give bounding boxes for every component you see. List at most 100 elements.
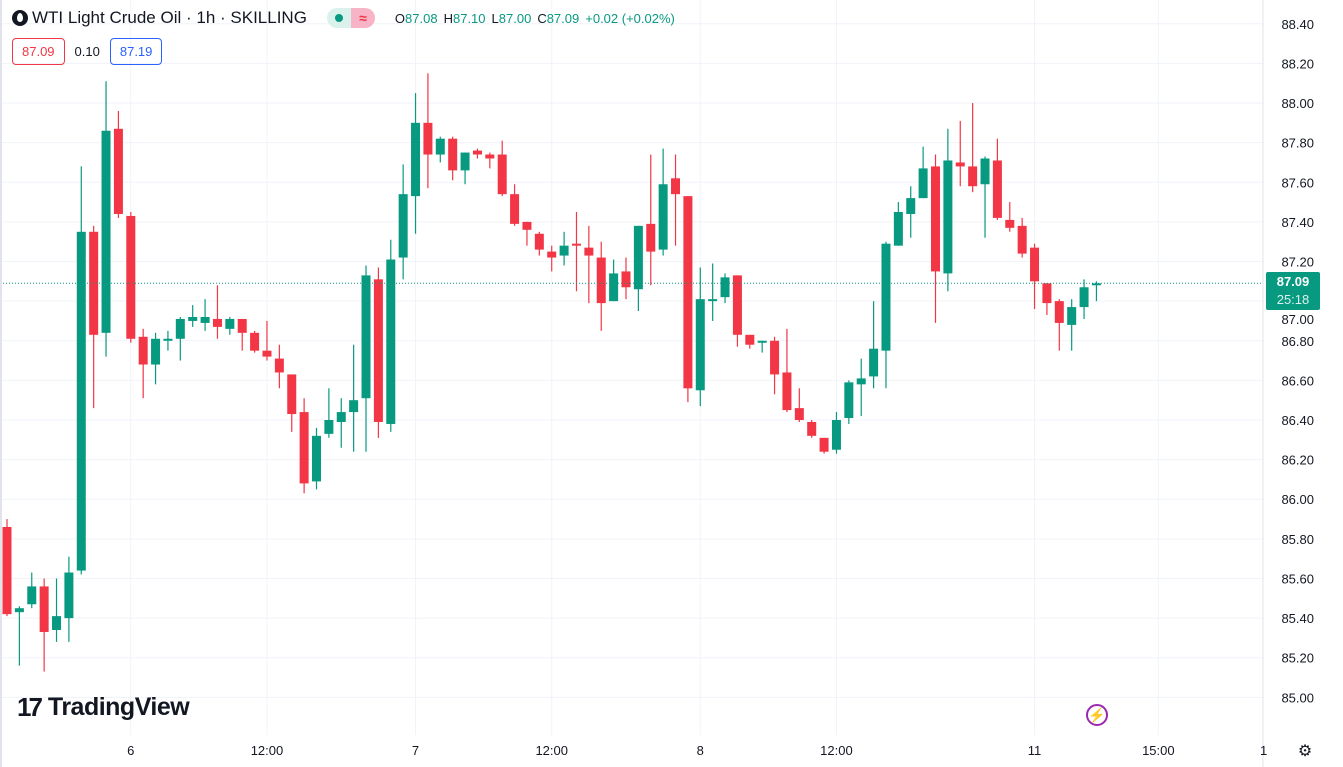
- lightning-icon[interactable]: ⚡: [1086, 704, 1108, 726]
- price-tick-label: 88.20: [1281, 56, 1314, 71]
- candle-down: [968, 103, 978, 193]
- candle-body: [918, 168, 928, 199]
- candles: [2, 73, 1101, 672]
- candle-down: [931, 154, 940, 323]
- dot-icon: [334, 14, 343, 22]
- candle-down: [1017, 217, 1027, 258]
- oil-drop-icon: [12, 10, 28, 26]
- candle-down: [807, 420, 817, 438]
- candle-body: [398, 194, 408, 258]
- candle-up: [200, 299, 210, 331]
- time-tick-label: 7: [412, 743, 419, 758]
- candle-down: [472, 148, 482, 159]
- candle-down: [819, 437, 829, 454]
- candle-body: [683, 196, 693, 389]
- candle-up: [1079, 279, 1089, 319]
- last-price: 87.09: [1276, 274, 1310, 289]
- ohlc-values: O87.08 H87.10 L87.00 C87.09 +0.02 (+0.02…: [395, 11, 675, 26]
- candle-up: [460, 152, 470, 185]
- candle-body: [126, 215, 136, 339]
- low-label: L: [491, 10, 499, 26]
- candle-body: [1030, 247, 1040, 282]
- candle-down: [423, 73, 433, 189]
- candle-up: [76, 166, 86, 575]
- candle-down: [113, 110, 123, 218]
- candle-body: [361, 275, 371, 399]
- candle-up: [943, 128, 953, 292]
- price-tick-label: 88.00: [1281, 96, 1314, 111]
- sell-button[interactable]: 87.09: [12, 38, 65, 65]
- price-tick-label: 85.60: [1281, 571, 1314, 586]
- candle-body: [955, 162, 965, 167]
- candle-body: [646, 223, 656, 252]
- tradingview-logo[interactable]: 17 TradingView: [17, 692, 190, 723]
- candle-body: [708, 299, 718, 302]
- candle-down: [782, 328, 792, 413]
- price-tick-label: 87.80: [1281, 136, 1314, 151]
- candle-up: [906, 186, 916, 238]
- candle-body: [745, 334, 755, 345]
- candle-body: [274, 358, 284, 373]
- candle-body: [175, 318, 185, 339]
- candle-body: [906, 198, 916, 214]
- candle-body: [472, 150, 482, 155]
- candle-up: [398, 164, 408, 280]
- candle-body: [671, 178, 681, 195]
- candle-down: [534, 231, 544, 256]
- buy-button[interactable]: 87.19: [109, 38, 163, 65]
- candle-up: [918, 146, 928, 199]
- candle-body: [324, 420, 334, 434]
- market-open-badge[interactable]: [326, 8, 351, 28]
- candle-up: [411, 93, 421, 234]
- price-tick-label: 86.40: [1281, 413, 1314, 428]
- candle-body: [485, 154, 495, 159]
- candle-body: [856, 378, 866, 385]
- candle-body: [633, 225, 643, 290]
- candle-down: [1042, 283, 1052, 315]
- candle-up: [386, 239, 396, 432]
- candle-body: [1079, 287, 1089, 308]
- candle-up: [1067, 299, 1077, 351]
- candle-body: [287, 374, 297, 415]
- candle-body: [732, 275, 742, 335]
- candle-up: [708, 263, 718, 321]
- symbol-title[interactable]: WTI Light Crude Oil · 1h · SKILLING: [32, 8, 307, 27]
- candle-body: [980, 158, 990, 185]
- candle-up: [163, 330, 173, 351]
- candle-down: [683, 196, 693, 403]
- chart-legend: WTI Light Crude Oil · 1h · SKILLING ≈ O8…: [12, 6, 675, 30]
- candle-down: [274, 344, 284, 389]
- candle-down: [250, 330, 260, 353]
- candle-up: [52, 578, 62, 642]
- status-badges[interactable]: ≈: [326, 8, 375, 28]
- time-tick-label: 11: [1028, 743, 1042, 758]
- time-axis[interactable]: 6 12:00 7 12:00 8 12:00 11 15:00 1: [127, 743, 1267, 758]
- candle-up: [225, 316, 235, 335]
- candle-body: [844, 382, 854, 419]
- candle-body: [1091, 283, 1101, 286]
- candle-up: [856, 358, 866, 417]
- candle-body: [695, 299, 705, 391]
- candle-body: [794, 408, 804, 420]
- candle-body: [596, 257, 606, 304]
- candle-body: [1067, 307, 1077, 325]
- candle-down: [732, 275, 742, 347]
- candle-body: [559, 245, 569, 256]
- candle-body: [893, 211, 903, 246]
- delayed-data-badge[interactable]: ≈: [350, 8, 375, 28]
- candle-down: [262, 320, 272, 361]
- candle-body: [113, 128, 123, 214]
- time-tick-label: 8: [697, 743, 704, 758]
- candle-body: [101, 130, 111, 333]
- candle-body: [943, 160, 953, 274]
- candle-body: [968, 166, 978, 187]
- time-tick-label: 12:00: [820, 743, 853, 758]
- candle-down: [584, 225, 594, 304]
- settings-gear-icon[interactable]: ⚙: [1297, 743, 1313, 760]
- candle-body: [435, 138, 445, 155]
- price-axis[interactable]: 88.40 88.20 88.00 87.80 87.60 87.40 87.20 87.00…: [1281, 17, 1314, 706]
- candle-down: [212, 285, 222, 339]
- candle-up: [175, 316, 185, 361]
- candle-down: [373, 267, 383, 438]
